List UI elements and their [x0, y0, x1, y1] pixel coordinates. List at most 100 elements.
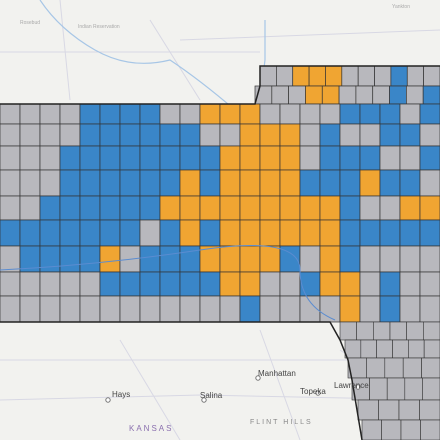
- ks-county-r2-c2[interactable]: [384, 357, 404, 379]
- county-r2-c16[interactable]: [319, 103, 341, 125]
- county-r5-c9[interactable]: [179, 169, 201, 197]
- county-r7-c5[interactable]: [99, 219, 121, 247]
- county-r6-c17[interactable]: [339, 195, 361, 221]
- county-r6-c11[interactable]: [219, 195, 241, 221]
- county-r3-c19[interactable]: [379, 123, 401, 147]
- ks-county-r2-c1[interactable]: [366, 357, 386, 379]
- county-r8-c9[interactable]: [179, 245, 201, 273]
- county-r3-c9[interactable]: [179, 123, 201, 147]
- county-r3-c11[interactable]: [219, 123, 241, 147]
- county-r2-c15[interactable]: [299, 103, 321, 125]
- county-r9-c16[interactable]: [319, 271, 341, 297]
- county-r4-c20[interactable]: [399, 145, 421, 171]
- county-r8-c8[interactable]: [159, 245, 181, 273]
- county-r9-c9[interactable]: [179, 271, 201, 297]
- ks-county-r3-c2[interactable]: [386, 377, 406, 401]
- county-r2-c6[interactable]: [119, 103, 141, 125]
- county-r6-c12[interactable]: [239, 195, 261, 221]
- ks-county-r5-c0[interactable]: [361, 419, 382, 440]
- county-r5-c21[interactable]: [419, 169, 440, 197]
- county-r7-c17[interactable]: [339, 219, 361, 247]
- county-r1-c2[interactable]: [288, 85, 306, 105]
- county-r6-c1[interactable]: [19, 195, 41, 221]
- county-r10-c9[interactable]: [179, 295, 201, 323]
- county-r8-c0[interactable]: [0, 245, 21, 273]
- county-r8-c5[interactable]: [99, 245, 121, 273]
- county-r5-c11[interactable]: [219, 169, 241, 197]
- county-r8-c21[interactable]: [419, 245, 440, 273]
- county-r5-c16[interactable]: [319, 169, 341, 197]
- county-r6-c8[interactable]: [159, 195, 181, 221]
- county-r1-c9[interactable]: [406, 85, 424, 105]
- county-r5-c2[interactable]: [39, 169, 61, 197]
- county-r5-c15[interactable]: [299, 169, 321, 197]
- county-r6-c4[interactable]: [79, 195, 101, 221]
- county-r3-c14[interactable]: [279, 123, 301, 147]
- county-r3-c15[interactable]: [299, 123, 321, 147]
- ks-county-r0-c5[interactable]: [423, 321, 440, 341]
- county-r4-c3[interactable]: [59, 145, 81, 171]
- county-r9-c1[interactable]: [19, 271, 41, 297]
- county-r7-c15[interactable]: [299, 219, 321, 247]
- county-r3-c12[interactable]: [239, 123, 261, 147]
- county-r6-c7[interactable]: [139, 195, 161, 221]
- county-r2-c9[interactable]: [179, 103, 201, 125]
- county-r7-c13[interactable]: [259, 219, 281, 247]
- county-r6-c14[interactable]: [279, 195, 301, 221]
- county-r2-c4[interactable]: [79, 103, 101, 125]
- county-r10-c4[interactable]: [79, 295, 101, 323]
- county-r9-c18[interactable]: [359, 271, 381, 297]
- county-r3-c20[interactable]: [399, 123, 421, 147]
- county-r10-c21[interactable]: [419, 295, 440, 323]
- county-r7-c12[interactable]: [239, 219, 261, 247]
- county-r8-c3[interactable]: [59, 245, 81, 273]
- county-r3-c0[interactable]: [0, 123, 21, 147]
- county-r10-c20[interactable]: [399, 295, 421, 323]
- county-r7-c3[interactable]: [59, 219, 81, 247]
- county-r10-c12[interactable]: [239, 295, 261, 323]
- county-r6-c21[interactable]: [419, 195, 440, 221]
- county-r7-c6[interactable]: [119, 219, 141, 247]
- county-r1-c5[interactable]: [338, 85, 357, 105]
- county-r6-c5[interactable]: [99, 195, 121, 221]
- county-r2-c21[interactable]: [419, 103, 440, 125]
- county-r0-c0[interactable]: [259, 65, 277, 87]
- county-r4-c21[interactable]: [419, 145, 440, 171]
- county-r3-c3[interactable]: [59, 123, 81, 147]
- county-r2-c10[interactable]: [199, 103, 221, 125]
- county-r1-c3[interactable]: [305, 85, 323, 105]
- county-r0-c1[interactable]: [276, 65, 294, 87]
- county-r9-c5[interactable]: [99, 271, 121, 297]
- ks-county-r1-c5[interactable]: [423, 339, 440, 359]
- county-r10-c7[interactable]: [139, 295, 161, 323]
- county-r0-c3[interactable]: [308, 65, 326, 87]
- county-r2-c11[interactable]: [219, 103, 241, 125]
- county-r5-c8[interactable]: [159, 169, 181, 197]
- county-r6-c0[interactable]: [0, 195, 21, 221]
- ks-county-r0-c3[interactable]: [389, 321, 407, 341]
- ks-county-r4-c0[interactable]: [357, 399, 379, 421]
- county-r9-c14[interactable]: [279, 271, 301, 297]
- county-r10-c0[interactable]: [0, 295, 21, 323]
- county-r4-c17[interactable]: [339, 145, 361, 171]
- county-r5-c3[interactable]: [59, 169, 81, 197]
- county-r10-c5[interactable]: [99, 295, 121, 323]
- county-r3-c13[interactable]: [259, 123, 281, 147]
- county-r6-c2[interactable]: [39, 195, 61, 221]
- county-r1-c8[interactable]: [389, 85, 407, 105]
- county-r0-c4[interactable]: [325, 65, 343, 87]
- county-r3-c2[interactable]: [39, 123, 61, 147]
- county-r4-c9[interactable]: [179, 145, 201, 171]
- county-r4-c14[interactable]: [279, 145, 301, 171]
- county-r6-c9[interactable]: [179, 195, 201, 221]
- county-r4-c2[interactable]: [39, 145, 61, 171]
- county-r8-c15[interactable]: [299, 245, 321, 273]
- ks-county-r1-c4[interactable]: [408, 339, 425, 359]
- county-r8-c7[interactable]: [139, 245, 161, 273]
- county-r2-c17[interactable]: [339, 103, 361, 125]
- county-r9-c2[interactable]: [39, 271, 61, 297]
- ks-county-r2-c3[interactable]: [402, 357, 422, 379]
- county-r1-c6[interactable]: [355, 85, 374, 105]
- ks-county-r3-c3[interactable]: [404, 377, 423, 401]
